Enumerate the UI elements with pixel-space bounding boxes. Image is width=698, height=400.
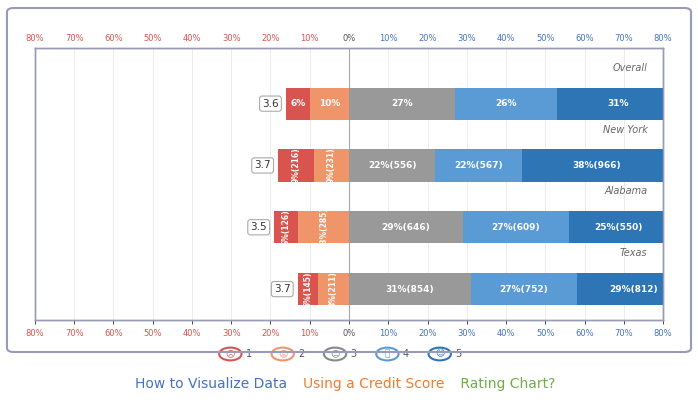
- Text: 9%(231): 9%(231): [327, 148, 336, 183]
- Text: 13%(285): 13%(285): [319, 207, 328, 248]
- Bar: [310, 88, 349, 120]
- Bar: [286, 88, 310, 120]
- Text: Texas: Texas: [620, 248, 648, 258]
- Bar: [557, 88, 678, 120]
- Text: 3: 3: [350, 349, 357, 359]
- Text: 😐: 😐: [330, 350, 340, 358]
- Text: 😊: 😊: [435, 350, 445, 358]
- Text: 5%(145): 5%(145): [303, 272, 312, 307]
- Bar: [313, 149, 349, 182]
- Text: 3.7: 3.7: [274, 284, 290, 294]
- Text: 8%(211): 8%(211): [329, 271, 338, 307]
- Bar: [349, 211, 463, 243]
- Bar: [279, 149, 313, 182]
- Text: 4: 4: [403, 349, 409, 359]
- Text: 25%(550): 25%(550): [594, 223, 642, 232]
- Bar: [455, 88, 557, 120]
- Bar: [569, 211, 667, 243]
- Text: How to Visualize Data: How to Visualize Data: [135, 377, 292, 391]
- Text: 26%: 26%: [496, 99, 517, 108]
- Text: 27%(752): 27%(752): [499, 284, 548, 294]
- Text: 3.6: 3.6: [262, 99, 279, 109]
- Bar: [298, 211, 349, 243]
- Bar: [318, 273, 349, 305]
- Text: ☹: ☹: [225, 350, 235, 358]
- Text: 27%(609): 27%(609): [491, 223, 540, 232]
- Text: 🙂: 🙂: [385, 350, 390, 358]
- Text: 3.5: 3.5: [251, 222, 267, 232]
- Bar: [274, 211, 298, 243]
- Text: 6%: 6%: [290, 99, 306, 108]
- Text: Alabama: Alabama: [604, 186, 648, 196]
- Text: 1: 1: [246, 349, 252, 359]
- Text: 😟: 😟: [278, 350, 288, 358]
- Text: 3.7: 3.7: [254, 160, 271, 170]
- Text: 38%(966): 38%(966): [572, 161, 621, 170]
- Bar: [349, 88, 455, 120]
- Text: 29%(812): 29%(812): [609, 284, 658, 294]
- Text: Overall: Overall: [613, 63, 648, 73]
- Bar: [463, 211, 569, 243]
- Text: 2: 2: [298, 349, 304, 359]
- Text: 22%(567): 22%(567): [454, 161, 503, 170]
- Text: 9%(216): 9%(216): [292, 148, 301, 183]
- Bar: [298, 273, 318, 305]
- Text: 31%(854): 31%(854): [385, 284, 434, 294]
- Bar: [470, 273, 577, 305]
- Text: 10%: 10%: [319, 99, 340, 108]
- Text: 27%: 27%: [391, 99, 413, 108]
- Text: Using a Credit Score: Using a Credit Score: [303, 377, 445, 391]
- Bar: [349, 273, 470, 305]
- Bar: [577, 273, 690, 305]
- Text: 5: 5: [455, 349, 461, 359]
- Bar: [349, 149, 436, 182]
- Text: 31%: 31%: [607, 99, 629, 108]
- Bar: [436, 149, 521, 182]
- Text: 29%(646): 29%(646): [382, 223, 430, 232]
- Text: Rating Chart?: Rating Chart?: [456, 377, 556, 391]
- Text: 22%(556): 22%(556): [368, 161, 417, 170]
- Text: 6%(126): 6%(126): [282, 210, 290, 245]
- Bar: [521, 149, 671, 182]
- Text: New York: New York: [602, 124, 648, 134]
